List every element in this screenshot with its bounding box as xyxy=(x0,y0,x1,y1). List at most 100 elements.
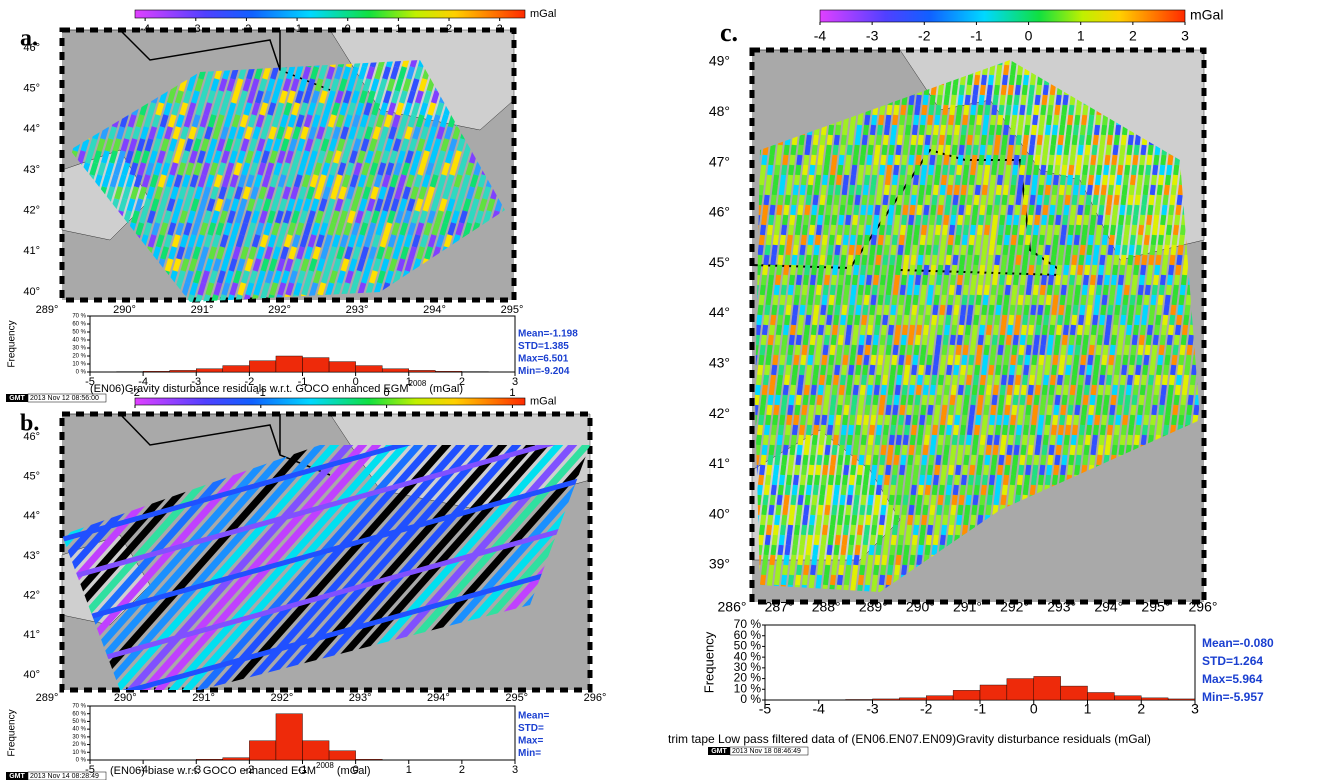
track xyxy=(887,214,894,226)
track xyxy=(829,464,836,476)
track xyxy=(1072,364,1079,376)
track xyxy=(900,454,907,466)
track xyxy=(746,185,747,195)
track xyxy=(192,138,202,152)
track xyxy=(1025,344,1032,356)
track xyxy=(929,324,937,336)
track xyxy=(15,127,19,139)
track xyxy=(845,324,853,336)
track xyxy=(789,444,796,456)
track xyxy=(812,134,819,146)
track xyxy=(638,565,639,575)
track xyxy=(662,535,663,545)
track xyxy=(842,524,850,536)
track xyxy=(117,174,127,188)
track xyxy=(270,198,280,212)
track xyxy=(356,150,366,164)
track xyxy=(1053,344,1060,356)
track xyxy=(294,66,304,80)
track xyxy=(209,162,219,176)
track xyxy=(37,187,41,199)
track xyxy=(1042,374,1050,386)
track xyxy=(981,244,988,256)
track xyxy=(92,150,102,164)
track xyxy=(988,474,996,486)
track xyxy=(943,94,950,106)
track xyxy=(778,364,785,376)
track xyxy=(816,334,823,346)
track xyxy=(885,404,892,416)
track xyxy=(886,274,894,286)
track xyxy=(1010,174,1018,186)
track xyxy=(12,271,16,283)
track xyxy=(954,524,962,536)
track xyxy=(801,404,808,416)
track xyxy=(695,145,696,155)
track xyxy=(179,102,189,116)
track xyxy=(950,504,957,516)
track xyxy=(130,210,140,224)
track xyxy=(990,224,998,236)
track xyxy=(262,198,272,212)
track xyxy=(698,355,699,365)
track xyxy=(384,246,394,260)
track xyxy=(779,174,787,186)
track xyxy=(735,455,736,465)
track xyxy=(919,174,927,186)
track xyxy=(679,515,680,525)
track xyxy=(837,274,845,286)
track xyxy=(764,304,771,316)
track xyxy=(672,515,673,525)
track xyxy=(1044,244,1051,256)
track xyxy=(931,484,938,496)
track xyxy=(1062,94,1069,106)
track xyxy=(970,454,977,466)
track xyxy=(1022,194,1029,206)
track xyxy=(1007,84,1014,96)
track xyxy=(352,246,362,260)
track xyxy=(731,135,732,145)
track xyxy=(1007,434,1014,446)
track xyxy=(775,214,782,226)
track xyxy=(720,345,721,355)
track xyxy=(808,404,815,416)
track xyxy=(740,585,741,595)
track xyxy=(896,544,903,556)
track xyxy=(1006,444,1013,456)
track xyxy=(262,66,272,80)
track xyxy=(833,484,840,496)
track xyxy=(998,454,1005,466)
track xyxy=(327,222,337,236)
track xyxy=(1001,134,1008,146)
track xyxy=(959,134,966,146)
track xyxy=(977,394,984,406)
track xyxy=(827,534,834,546)
track xyxy=(383,114,393,128)
track xyxy=(936,444,943,456)
track xyxy=(812,314,819,326)
track xyxy=(1040,454,1047,466)
track xyxy=(635,585,636,595)
track xyxy=(831,564,838,576)
track xyxy=(365,174,375,188)
track xyxy=(741,575,742,585)
track xyxy=(454,198,464,212)
track xyxy=(902,554,909,566)
track xyxy=(1047,454,1054,466)
track xyxy=(845,154,852,166)
track xyxy=(896,314,903,326)
track xyxy=(1092,254,1099,266)
track xyxy=(20,55,24,67)
track xyxy=(743,445,744,455)
track xyxy=(360,270,370,284)
track xyxy=(980,134,987,146)
track xyxy=(367,222,377,236)
track xyxy=(296,246,306,260)
track xyxy=(1113,194,1120,206)
track xyxy=(970,164,977,176)
track xyxy=(690,535,691,545)
track xyxy=(706,55,707,65)
track xyxy=(36,271,40,283)
track xyxy=(1021,144,1028,156)
track xyxy=(674,555,675,565)
